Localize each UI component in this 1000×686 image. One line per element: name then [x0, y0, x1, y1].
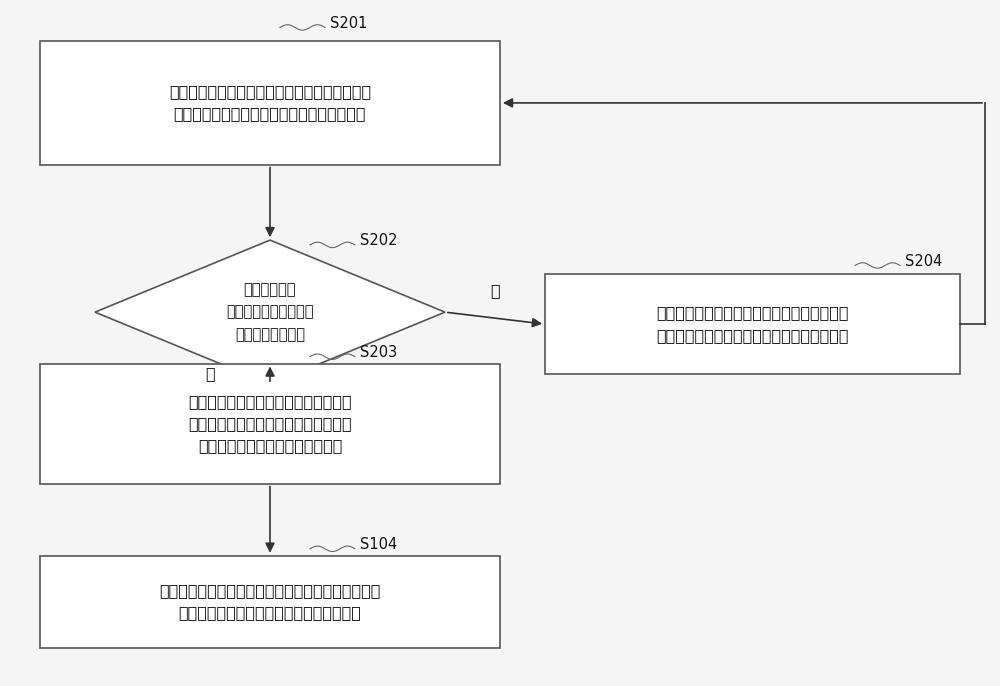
Polygon shape — [95, 240, 445, 384]
Text: 研磨料粗磨后
重新與數據庫中預設研
磨料數據范圍判斷: 研磨料粗磨后 重新與數據庫中預設研 磨料數據范圍判斷 — [226, 283, 314, 342]
FancyBboxPatch shape — [40, 364, 500, 484]
FancyBboxPatch shape — [40, 556, 500, 648]
FancyBboxPatch shape — [40, 41, 500, 165]
Text: 否: 否 — [490, 283, 500, 298]
Text: S201: S201 — [330, 16, 367, 31]
Text: S202: S202 — [360, 233, 398, 248]
Text: 若研磨料外形邊界數據數值范圍不在預設研磨料
外形數據范圍內，則研磨輪對研磨料進行粗磨: 若研磨料外形邊界數據數值范圍不在預設研磨料 外形數據范圍內，則研磨輪對研磨料進行… — [169, 84, 371, 121]
Text: 是: 是 — [205, 366, 215, 381]
Text: 若粗磨后的研磨料外形邊界數據數值范
圍在預設研磨料外形數據范圍內，則根
據數據庫預存的研磨角度進行細磨: 若粗磨后的研磨料外形邊界數據數值范 圍在預設研磨料外形數據范圍內，則根 據數據庫… — [188, 394, 352, 453]
Text: S204: S204 — [905, 254, 942, 269]
Text: 根據研磨輪的研磨角度與數據庫中預存研磨輪的研磨
角度的差值，確定研磨輪的研磨角度補償值: 根據研磨輪的研磨角度與數據庫中預存研磨輪的研磨 角度的差值，確定研磨輪的研磨角度… — [159, 583, 381, 621]
FancyBboxPatch shape — [545, 274, 960, 374]
Text: S104: S104 — [360, 537, 397, 552]
Text: 若粗磨后的研磨料外形邊界數據數值范圍不在
預設研磨料外形數據范圍內，則重新進行粗磨: 若粗磨后的研磨料外形邊界數據數值范圍不在 預設研磨料外形數據范圍內，則重新進行粗… — [656, 305, 849, 343]
Text: S203: S203 — [360, 345, 397, 360]
